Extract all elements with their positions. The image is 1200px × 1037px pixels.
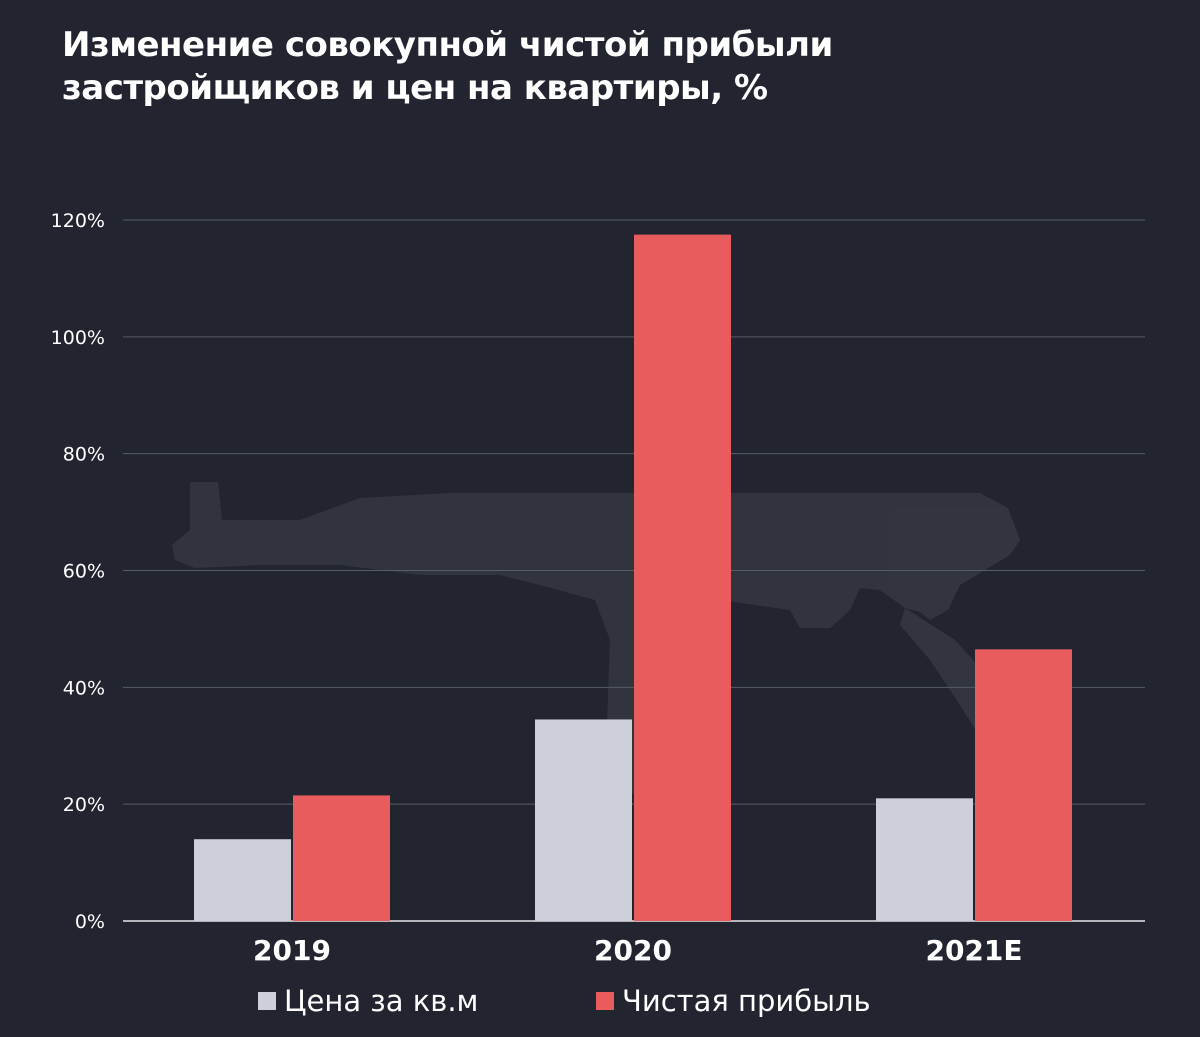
legend-swatch-price <box>258 992 276 1010</box>
chart-title-line-1: Изменение совокупной чистой прибыли <box>62 25 833 65</box>
y-tick-label: 120% <box>51 210 105 232</box>
bar-profit-2021E <box>975 649 1072 921</box>
chart-title: Изменение совокупной чистой прибыли заст… <box>62 24 1062 110</box>
legend-label-price: Цена за кв.м <box>284 984 479 1018</box>
y-axis-labels: 0% 20% 40% 60% 80% 100% 120% <box>51 210 105 933</box>
legend-item-price: Цена за кв.м <box>258 984 478 1018</box>
y-tick-label: 80% <box>63 444 105 466</box>
chart-title-line-2: застройщиков и цен на квартиры, % <box>62 68 768 108</box>
bar-price-2020 <box>535 719 632 921</box>
x-axis-labels: 2019 2020 2021E <box>253 934 1023 967</box>
y-tick-label: 20% <box>63 794 105 816</box>
bar-price-2021E <box>876 798 973 921</box>
bars <box>194 234 1072 921</box>
legend-label-profit: Чистая прибыль <box>622 984 871 1018</box>
bar-price-2019 <box>194 839 291 921</box>
legend-swatch-profit <box>596 992 614 1010</box>
bar-profit-2020 <box>634 234 731 921</box>
x-tick-label: 2021E <box>925 934 1022 967</box>
bar-profit-2019 <box>293 795 390 921</box>
legend: Цена за кв.м Чистая прибыль <box>0 984 1200 1024</box>
y-tick-label: 100% <box>51 327 105 349</box>
y-tick-label: 40% <box>63 677 105 699</box>
x-tick-label: 2019 <box>253 934 331 967</box>
legend-item-profit: Чистая прибыль <box>596 984 871 1018</box>
y-tick-label: 60% <box>63 561 105 583</box>
y-tick-label: 0% <box>75 911 105 933</box>
x-tick-label: 2020 <box>594 934 672 967</box>
